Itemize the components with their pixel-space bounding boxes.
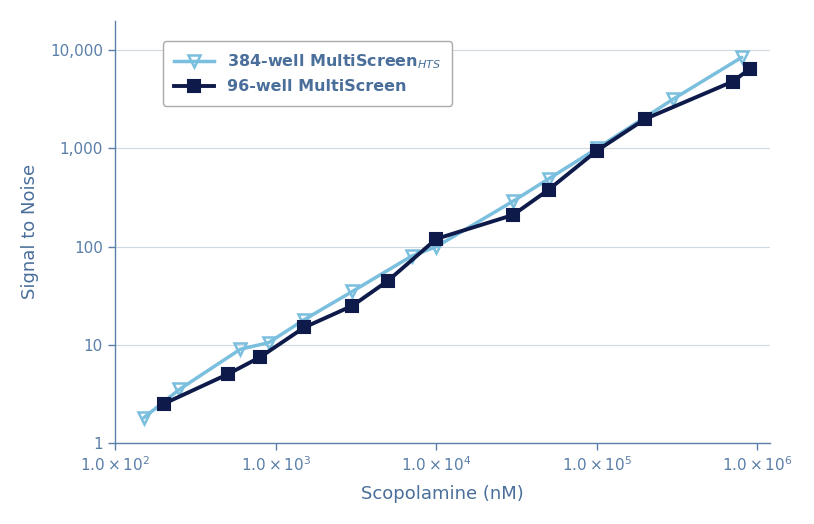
- X-axis label: Scopolamine (nM): Scopolamine (nM): [361, 485, 524, 503]
- Y-axis label: Signal to Noise: Signal to Noise: [21, 165, 39, 299]
- Legend: 384-well MultiScreen$_{HTS}$, 96-well MultiScreen: 384-well MultiScreen$_{HTS}$, 96-well Mu…: [163, 41, 452, 105]
